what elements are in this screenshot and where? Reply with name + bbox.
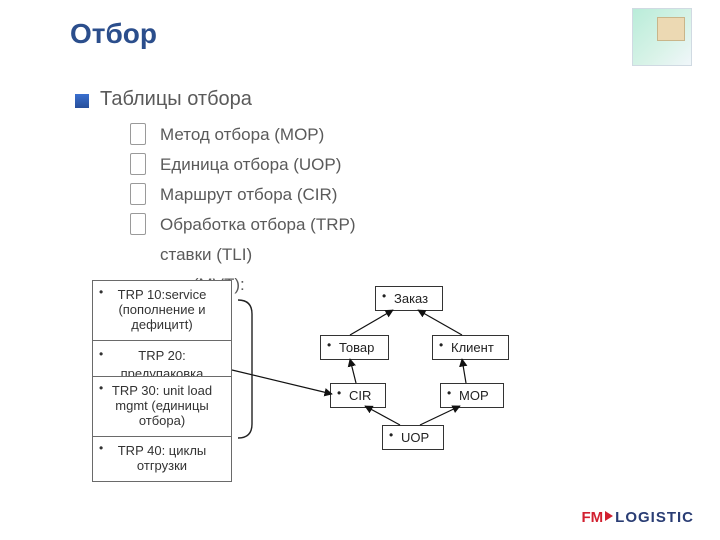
list-item: Метод отбора (MOP) [130,120,355,150]
hollow-bullet-icon [130,213,146,235]
footer-logo: FM LOGISTIC [581,509,694,526]
list-item: Единица отбора (UOP) [130,150,355,180]
logo-arrow-icon [605,511,613,521]
section-bullet-icon [75,94,89,108]
section-heading: Таблицы отбора [100,88,252,111]
logo-logistic: LOGISTIC [615,509,694,526]
bullet-list: Метод отбора (MOP) Единица отбора (UOP) … [130,120,355,300]
trp-card: TRP 10:service (пополнение и дефицитt) [92,280,232,341]
diagram-node-tovar: Товар [320,335,389,360]
hollow-bullet-icon [130,123,146,145]
page-title: Отбор [70,18,157,50]
trp-card: TRP 30: unit load mgmt (единицы отбора) [92,376,232,437]
diagram-node-cir: CIR [330,383,386,408]
diagram-node-klient: Клиент [432,335,509,360]
header-image [632,8,692,66]
list-item: Маршрут отбора (CIR) [130,180,355,210]
diagram-node-mop: MOP [440,383,504,408]
hollow-bullet-icon [130,153,146,175]
diagram-node-zakaz: Заказ [375,286,443,311]
trp-card: TRP 40: циклы отгрузки [92,436,232,482]
list-item: ставки (TLI) [130,240,355,270]
logo-fm: FM [581,509,603,526]
trp-card-stack: TRP 10:service (пополнение и дефицитt) T… [92,280,232,481]
hollow-bullet-icon [130,183,146,205]
list-item: Обработка отбора (TRP) [130,210,355,240]
diagram-node-uop: UOP [382,425,444,450]
